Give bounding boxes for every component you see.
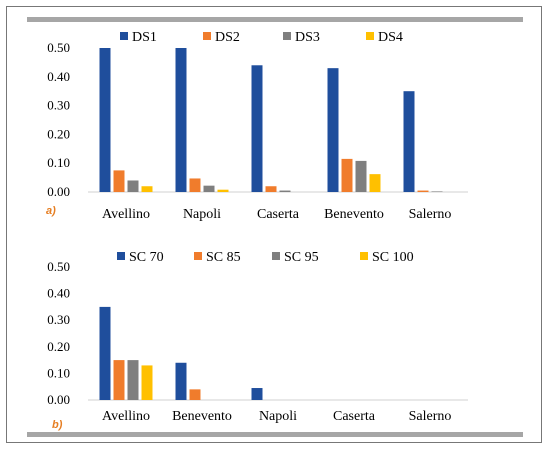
legend-swatch [120, 32, 128, 40]
category-label: Caserta [257, 207, 300, 222]
category-label: Caserta [333, 409, 376, 424]
bar [403, 91, 415, 192]
y-tick-label: 0.40 [47, 69, 70, 84]
panel-label: b) [52, 419, 63, 431]
legend-swatch [117, 252, 125, 260]
y-tick-label: 0.20 [47, 339, 70, 354]
y-tick-label: 0.40 [47, 286, 70, 301]
legend-label: SC 70 [129, 250, 164, 265]
legend-swatch [360, 252, 368, 260]
y-tick-label: 0.30 [47, 98, 70, 113]
bar [251, 388, 263, 400]
bar [279, 190, 291, 192]
bar [127, 180, 139, 192]
bar [189, 389, 201, 400]
category-label: Napoli [183, 207, 221, 222]
legend-swatch [366, 32, 374, 40]
legend-label: DS1 [132, 30, 157, 45]
bar [175, 48, 187, 192]
y-tick-label: 0.50 [47, 40, 70, 55]
category-label: Napoli [259, 409, 297, 424]
legend-label: DS2 [215, 30, 240, 45]
bar [113, 360, 125, 400]
legend-label: SC 100 [372, 250, 414, 265]
category-label: Avellino [102, 409, 150, 424]
legend-swatch [272, 252, 280, 260]
bar [189, 178, 201, 192]
legend-label: SC 85 [206, 250, 241, 265]
y-tick-label: 0.10 [47, 365, 70, 380]
y-tick-label: 0.30 [47, 312, 70, 327]
bar [417, 190, 429, 192]
category-label: Salerno [409, 409, 452, 424]
figure-frame [6, 6, 542, 443]
bar [355, 160, 367, 192]
category-label: Benevento [324, 207, 384, 222]
bar [99, 48, 111, 192]
bar [251, 65, 263, 192]
bottom-rule [27, 432, 523, 437]
y-tick-label: 0.10 [47, 155, 70, 170]
bar [217, 189, 229, 192]
legend-label: SC 95 [284, 250, 319, 265]
panel-label: a) [46, 205, 56, 217]
bar [141, 365, 153, 400]
legend-swatch [203, 32, 211, 40]
bar [127, 360, 139, 400]
bar [431, 191, 443, 192]
bar [369, 174, 381, 192]
bar [341, 158, 353, 192]
bar [327, 68, 339, 192]
y-tick-label: 0.00 [47, 392, 70, 407]
bar [99, 306, 111, 400]
legend-swatch [194, 252, 202, 260]
bar [113, 170, 125, 192]
bar [265, 186, 277, 192]
bar [175, 362, 187, 400]
legend-label: DS4 [378, 30, 403, 45]
bar [141, 186, 153, 192]
category-label: Salerno [409, 207, 452, 222]
category-label: Benevento [172, 409, 232, 424]
y-tick-label: 0.00 [47, 184, 70, 199]
top-rule [27, 17, 523, 22]
y-tick-label: 0.20 [47, 126, 70, 141]
legend-label: DS3 [295, 30, 320, 45]
category-label: Avellino [102, 207, 150, 222]
y-tick-label: 0.50 [47, 259, 70, 274]
legend-swatch [283, 32, 291, 40]
bar [203, 185, 215, 192]
